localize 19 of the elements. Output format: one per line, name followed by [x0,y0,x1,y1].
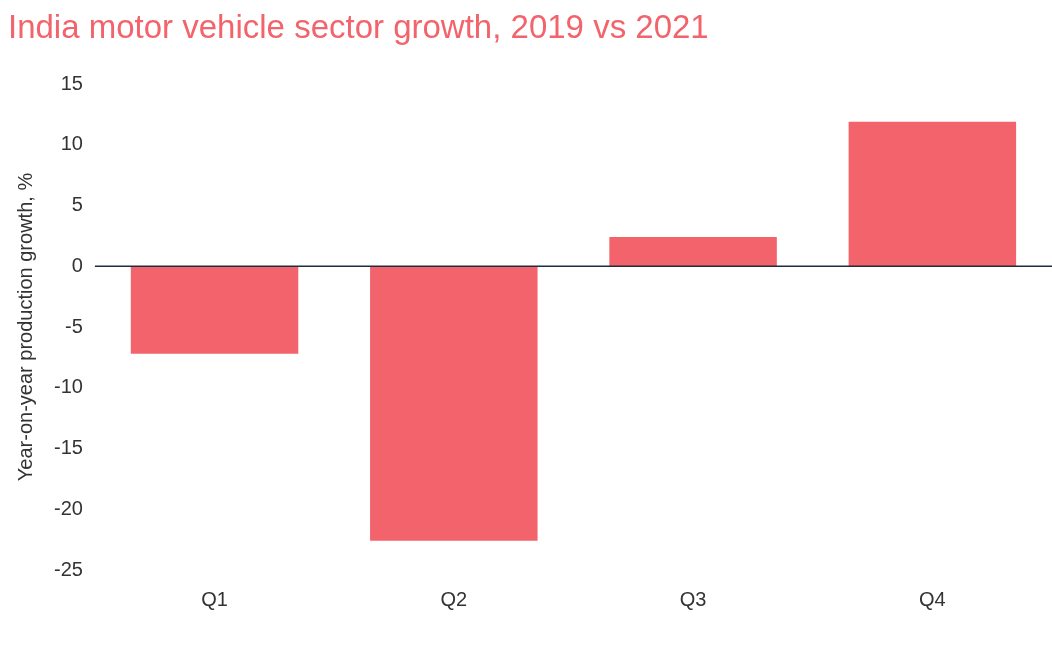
y-tick-label: -25 [54,557,83,580]
y-tick-label: -10 [54,375,83,398]
y-tick-label: -15 [54,436,83,459]
y-tick-label: 10 [60,132,83,155]
y-axis-title: Year-on-year production growth, % [13,172,36,482]
x-tick-label: Q4 [919,587,946,610]
x-tick-label: Q2 [440,587,468,610]
y-tick-label: -20 [54,496,83,519]
bar [370,266,538,541]
y-tick-label: 0 [71,253,83,276]
bar [130,266,299,354]
x-tick-label: Q1 [201,587,228,610]
y-tick-label: -5 [65,314,83,337]
y-tick-label: 5 [71,193,83,216]
x-tick-label: Q3 [679,587,707,610]
bar [848,121,1017,267]
bar [609,237,777,267]
y-tick-label: 15 [60,71,83,94]
chart-title: India motor vehicle sector growth, 2019 vs 2021 [8,8,709,46]
